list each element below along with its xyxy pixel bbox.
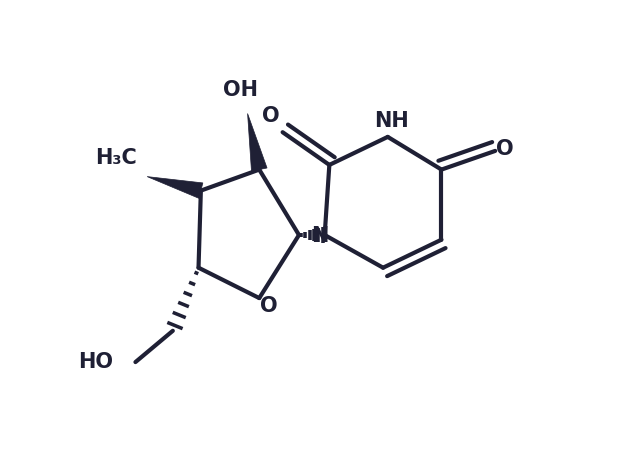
Text: HO: HO xyxy=(79,352,113,372)
Text: H₃C: H₃C xyxy=(95,148,137,168)
Polygon shape xyxy=(147,177,203,198)
Polygon shape xyxy=(248,114,267,171)
Text: O: O xyxy=(262,106,280,126)
Text: O: O xyxy=(260,296,277,316)
Text: NH: NH xyxy=(374,110,408,131)
Text: OH: OH xyxy=(223,80,258,100)
Text: O: O xyxy=(496,140,513,159)
Text: N: N xyxy=(311,226,329,246)
